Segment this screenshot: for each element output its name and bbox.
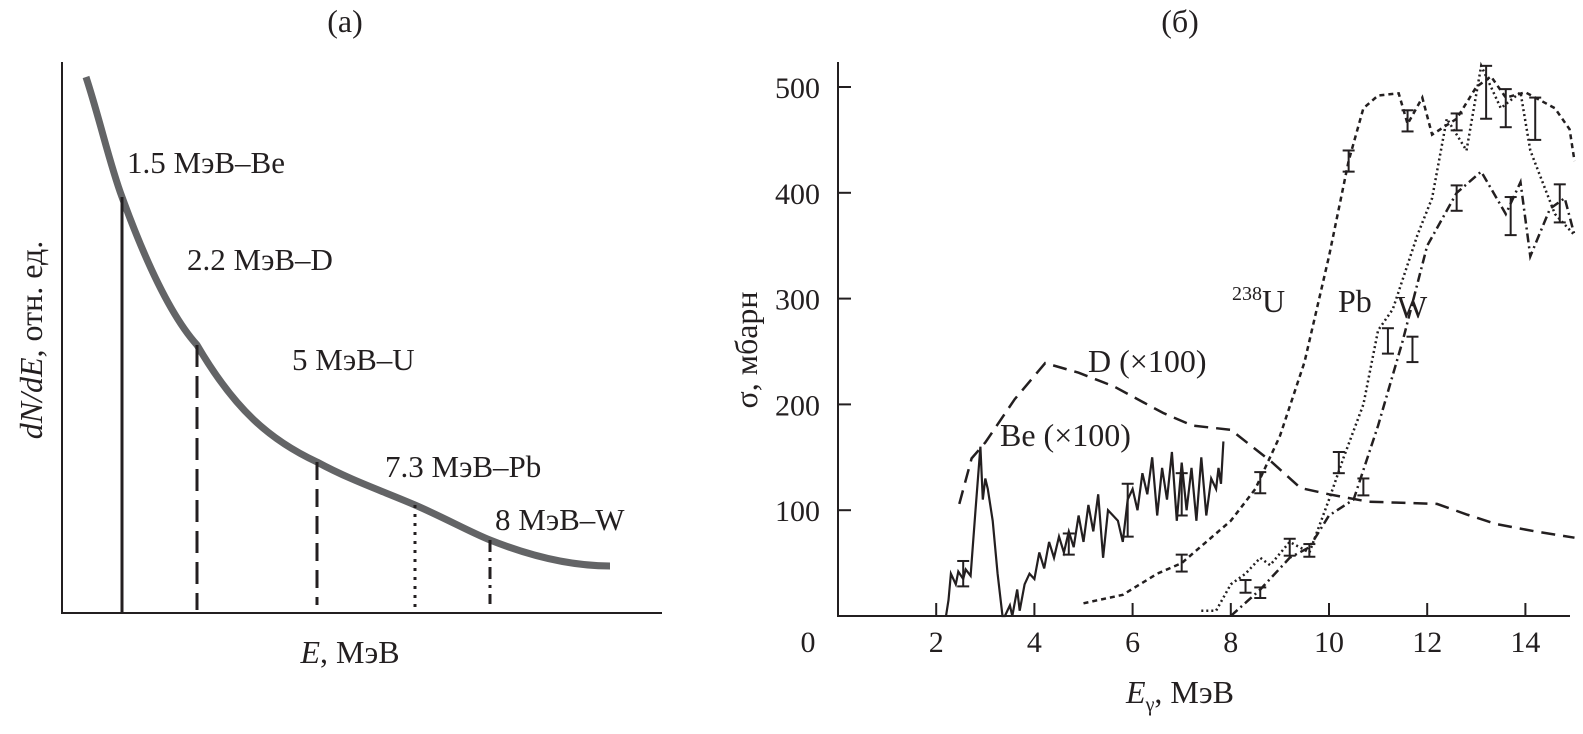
marker-label-w: 8 МэВ–W xyxy=(495,502,625,537)
panel-a-label: (a) xyxy=(327,3,363,39)
panel-b: (б) 0 2 4 6 8 10 12 14 100 200 300 400 500 Eγ, МэВ σ… xyxy=(728,3,1576,716)
error-bar xyxy=(1450,184,1463,212)
error-bar xyxy=(1283,537,1296,557)
marker-label-d: 2.2 МэВ–D xyxy=(187,242,333,277)
error-bar xyxy=(1381,327,1394,355)
series-line-238u xyxy=(1083,74,1576,605)
y-tick-label: 100 xyxy=(775,495,820,528)
x-tick-label: 2 xyxy=(929,626,944,659)
series-line-w xyxy=(1229,169,1576,617)
annotation-be: Be (×100) xyxy=(1000,417,1131,453)
x-tick-label: 10 xyxy=(1314,626,1344,659)
error-bar xyxy=(1121,482,1134,538)
error-bar xyxy=(1342,149,1355,173)
error-bar xyxy=(1332,451,1345,475)
annotation-d: D (×100) xyxy=(1088,343,1206,379)
error-bar xyxy=(1553,183,1566,224)
x-tick-label: 0 xyxy=(801,626,816,659)
error-bar xyxy=(1499,88,1512,129)
panel-b-label: (б) xyxy=(1161,3,1199,39)
y-tick-label: 400 xyxy=(775,178,820,211)
error-bar xyxy=(1175,553,1188,573)
error-bar xyxy=(1504,196,1517,237)
error-bar xyxy=(1062,532,1075,556)
x-tick-label: 6 xyxy=(1125,626,1140,659)
error-bar xyxy=(1175,472,1188,517)
y-tick-label: 200 xyxy=(775,389,820,422)
a-x-axis-label: E, МэВ xyxy=(299,634,399,670)
error-bar xyxy=(1254,471,1267,495)
annotation-w: W xyxy=(1397,289,1428,325)
x-tick-label: 12 xyxy=(1412,626,1442,659)
series-line-d100 xyxy=(958,361,1575,539)
annotation-u: 238U xyxy=(1232,283,1285,319)
error-bar xyxy=(1401,109,1414,133)
error-bar xyxy=(1303,543,1316,558)
x-tick-label: 8 xyxy=(1223,626,1238,659)
error-bar xyxy=(1254,586,1267,600)
error-bar xyxy=(957,559,970,588)
error-bar xyxy=(1406,335,1419,364)
error-bar xyxy=(1480,64,1493,120)
series-line-be100 xyxy=(944,441,1225,618)
x-tick-label: 14 xyxy=(1510,626,1540,659)
error-bar xyxy=(1529,96,1542,141)
b-y-axis-label: σ, мбарн xyxy=(728,291,764,408)
y-tick-label: 300 xyxy=(775,284,820,317)
error-bar xyxy=(1357,477,1370,497)
marker-label-be: 1.5 МэВ–Be xyxy=(127,145,285,180)
series-line-pb xyxy=(1201,61,1576,612)
a-y-axis-label: dN/dE, отн. ед. xyxy=(13,241,49,440)
error-bar xyxy=(1450,112,1463,132)
annotation-pb: Pb xyxy=(1338,283,1372,319)
error-bar xyxy=(1239,579,1252,594)
marker-label-u: 5 МэВ–U xyxy=(292,342,415,377)
marker-label-pb: 7.3 МэВ–Pb xyxy=(385,449,541,484)
x-tick-label: 4 xyxy=(1027,626,1042,659)
panel-a: (a) 1.5 МэВ–Be 2.2 МэВ–D 5 МэВ–U 7.3 МэВ… xyxy=(13,3,662,670)
b-x-axis-label: Eγ, МэВ xyxy=(1125,674,1234,716)
y-tick-label: 500 xyxy=(775,72,820,105)
